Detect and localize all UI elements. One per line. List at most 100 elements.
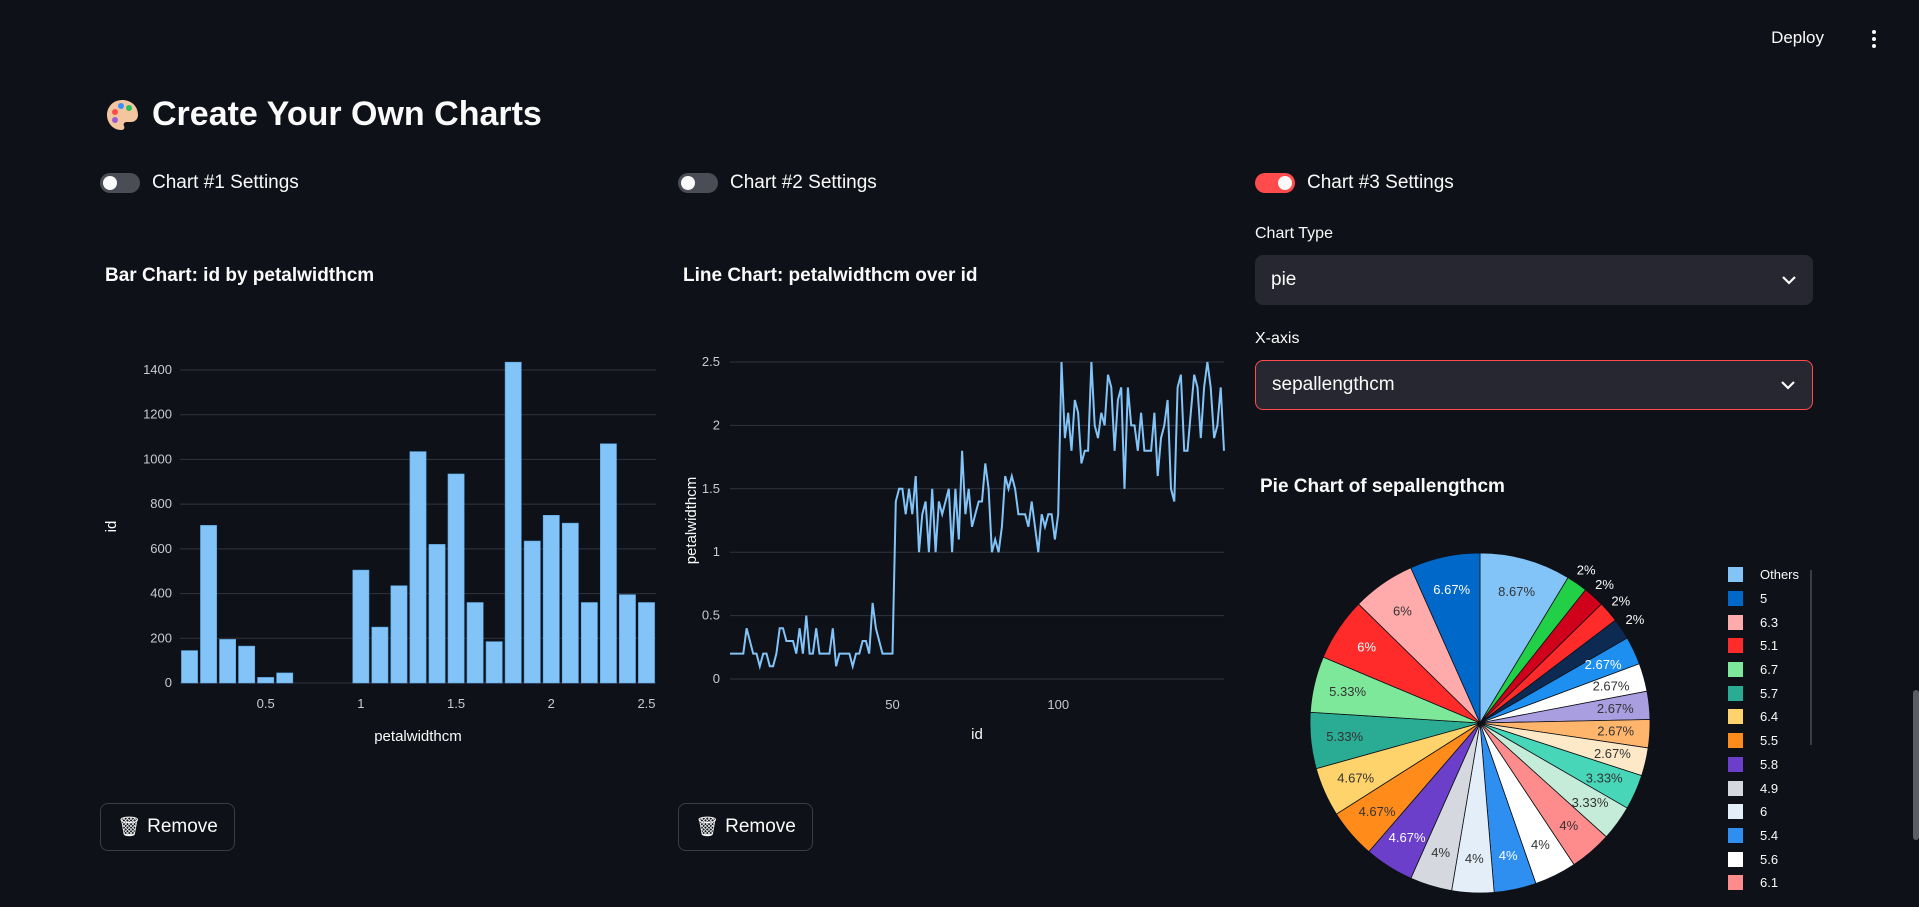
pie-data-label: 4.67% <box>1389 830 1426 845</box>
legend-swatch <box>1728 567 1743 583</box>
legend-swatch <box>1728 685 1743 701</box>
top-bar: Deploy <box>0 0 1919 60</box>
page-title-text: Create Your Own Charts <box>152 95 542 133</box>
legend-item[interactable]: Others <box>1728 563 1808 587</box>
bar-chart: 0 200 400 600 800 1000 1200 1400 0.5 1 1.5 2 2.5 peta… <box>103 361 656 745</box>
bar-yaxis-label: id <box>103 521 120 533</box>
chart1-settings-toggle[interactable] <box>100 173 140 193</box>
chart2-remove-label: Remove <box>725 816 796 837</box>
page-title: Create Your Own Charts <box>104 95 542 134</box>
legend-item[interactable]: 4.9 <box>1728 776 1808 800</box>
legend-swatch <box>1728 638 1743 654</box>
chevron-down-icon <box>1781 381 1795 390</box>
legend-item[interactable]: 6.7 <box>1728 658 1808 682</box>
line-ytick-label: 0.5 <box>702 608 720 623</box>
legend-label: 6.4 <box>1760 709 1779 725</box>
chart3-settings-toggle[interactable] <box>1255 173 1295 193</box>
pie-data-label: 6.67% <box>1433 582 1470 597</box>
bar <box>600 443 617 684</box>
bar <box>523 540 541 684</box>
pie-data-label: 2% <box>1577 562 1596 577</box>
bar <box>276 672 294 684</box>
pie-data-label: 5.33% <box>1326 729 1363 744</box>
bar-ytick-label: 600 <box>150 541 172 556</box>
bar <box>352 569 370 684</box>
legend-item[interactable]: 6.4 <box>1728 705 1808 729</box>
pie-legend: Others 5 6.3 5.1 6.7 5.7 6.4 5.5 5.8 4.9 6 5.4 5.6 6.… <box>1728 563 1808 895</box>
legend-label: 5.4 <box>1760 827 1779 843</box>
legend-label: 5.7 <box>1760 685 1779 701</box>
bar <box>200 525 217 684</box>
palette-icon <box>107 99 138 130</box>
pie-data-label: 2.67% <box>1597 701 1634 716</box>
bar-ytick-label: 200 <box>150 630 172 645</box>
bar-xtick-label: 1.5 <box>447 696 465 711</box>
legend-item[interactable]: 6.1 <box>1728 871 1808 895</box>
line-yaxis-label: petalwidthcm <box>683 477 700 565</box>
chart3-settings-toggle-row: Chart #3 Settings <box>1255 172 1454 194</box>
kebab-icon[interactable] <box>1871 30 1877 50</box>
legend-label: 6.1 <box>1760 875 1779 891</box>
trash-icon: 🗑 <box>117 817 142 838</box>
deploy-button[interactable]: Deploy <box>1771 28 1824 47</box>
legend-label: 6.3 <box>1760 614 1779 630</box>
chart3-settings-label: Chart #3 Settings <box>1307 172 1454 193</box>
legend-item[interactable]: 5 <box>1728 587 1808 611</box>
bar <box>619 594 636 684</box>
chart1-remove-button[interactable]: 🗑 Remove <box>100 803 235 851</box>
bar <box>238 645 256 684</box>
chart2-remove-button[interactable]: 🗑 Remove <box>678 803 813 851</box>
legend-label: 5.5 <box>1760 733 1779 749</box>
pie-slice <box>1410 552 1481 724</box>
pie-chart: 8.67%2%2%2%2%2.67%2.67%2.67%2.67%2.67%3.… <box>1309 552 1651 894</box>
xaxis-value: sepallengthcm <box>1272 374 1395 395</box>
legend-swatch <box>1728 780 1743 796</box>
line-ytick-label: 1.5 <box>702 481 720 496</box>
bar-xtick-label: 1 <box>357 696 364 711</box>
pie-data-label: 2% <box>1595 577 1614 592</box>
bar-xtick-label: 0.5 <box>257 696 275 711</box>
legend-label: Others <box>1760 567 1800 583</box>
legend-swatch <box>1728 756 1743 772</box>
page-scrollbar[interactable] <box>1913 690 1919 840</box>
pie-data-label: 5.33% <box>1329 684 1366 699</box>
pie-data-label: 2.67% <box>1593 679 1630 694</box>
chevron-down-icon <box>1782 276 1796 285</box>
chart-type-select[interactable]: pie <box>1255 255 1813 305</box>
pie-data-label: 2.67% <box>1585 657 1622 672</box>
trash-icon: 🗑 <box>695 817 720 838</box>
pie-data-label: 4.67% <box>1359 804 1396 819</box>
bar <box>638 602 655 684</box>
legend-item[interactable]: 5.6 <box>1728 847 1808 871</box>
bar <box>504 361 522 684</box>
legend-item[interactable]: 5.8 <box>1728 753 1808 777</box>
legend-swatch <box>1728 851 1743 867</box>
bar <box>371 626 389 684</box>
bar <box>219 639 236 684</box>
bar-ytick-label: 1200 <box>143 407 172 422</box>
line-xtick-label: 50 <box>885 697 899 712</box>
legend-label: 6 <box>1760 804 1768 820</box>
bar <box>466 602 484 684</box>
line-xtick-label: 100 <box>1047 697 1069 712</box>
legend-item[interactable]: 5.7 <box>1728 681 1808 705</box>
legend-item[interactable]: 6.3 <box>1728 610 1808 634</box>
chart-type-label: Chart Type <box>1255 225 1333 242</box>
pie-data-label: 3.33% <box>1572 795 1609 810</box>
bar <box>428 544 446 684</box>
legend-swatch <box>1728 733 1743 749</box>
pie-data-label: 2.67% <box>1594 746 1631 761</box>
chart-type-value: pie <box>1271 269 1297 290</box>
chart2-settings-toggle[interactable] <box>678 173 718 193</box>
legend-scrollbar[interactable] <box>1810 570 1812 745</box>
pie-slice <box>1479 552 1569 725</box>
legend-item[interactable]: 5.1 <box>1728 634 1808 658</box>
bar <box>181 650 198 684</box>
bar-ytick-label: 1400 <box>143 362 172 377</box>
legend-item[interactable]: 5.4 <box>1728 824 1808 848</box>
legend-item[interactable]: 5.5 <box>1728 729 1808 753</box>
xaxis-select[interactable]: sepallengthcm <box>1255 360 1813 410</box>
line-ytick-label: 2 <box>713 417 720 432</box>
bar <box>390 585 408 684</box>
legend-item[interactable]: 6 <box>1728 800 1808 824</box>
